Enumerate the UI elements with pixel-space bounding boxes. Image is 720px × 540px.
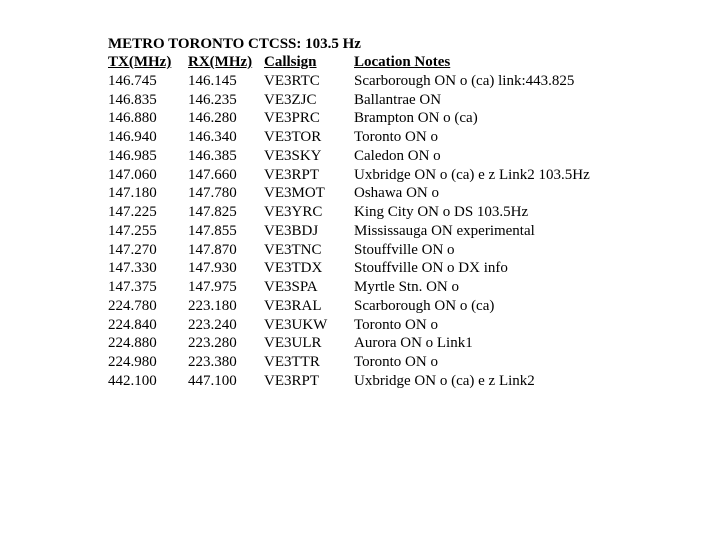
table-row: 147.375147.975VE3SPAMyrtle Stn. ON o	[108, 278, 720, 297]
cell-tx: 147.180	[108, 184, 188, 203]
cell-callsign: VE3RPT	[264, 372, 354, 391]
repeater-table-document: METRO TORONTO CTCSS: 103.5 Hz TX(MHz) RX…	[0, 0, 720, 391]
cell-location: Stouffville ON o	[354, 241, 720, 260]
header-rx: RX(MHz)	[188, 53, 264, 72]
cell-location: Toronto ON o	[354, 128, 720, 147]
cell-rx: 223.380	[188, 353, 264, 372]
cell-tx: 147.330	[108, 259, 188, 278]
table-row: 146.985146.385VE3SKYCaledon ON o	[108, 147, 720, 166]
cell-callsign: VE3SKY	[264, 147, 354, 166]
cell-callsign: VE3ZJC	[264, 91, 354, 110]
table-row: 442.100447.100VE3RPTUxbridge ON o (ca) e…	[108, 372, 720, 391]
cell-callsign: VE3TTR	[264, 353, 354, 372]
header-tx: TX(MHz)	[108, 53, 188, 72]
cell-rx: 147.780	[188, 184, 264, 203]
table-row: 147.270147.870VE3TNCStouffville ON o	[108, 241, 720, 260]
cell-location: Toronto ON o	[354, 316, 720, 335]
table-row: 224.880223.280VE3ULRAurora ON o Link1	[108, 334, 720, 353]
cell-rx: 146.340	[188, 128, 264, 147]
cell-location: Stouffville ON o DX info	[354, 259, 720, 278]
table-row: 146.745146.145VE3RTCScarborough ON o (ca…	[108, 72, 720, 91]
cell-callsign: VE3SPA	[264, 278, 354, 297]
cell-tx: 146.880	[108, 109, 188, 128]
cell-rx: 447.100	[188, 372, 264, 391]
cell-tx: 146.985	[108, 147, 188, 166]
table-row: 147.180147.780VE3MOTOshawa ON o	[108, 184, 720, 203]
table-row: 147.225147.825VE3YRCKing City ON o DS 10…	[108, 203, 720, 222]
cell-tx: 147.225	[108, 203, 188, 222]
cell-tx: 146.835	[108, 91, 188, 110]
cell-tx: 146.745	[108, 72, 188, 91]
cell-location: Uxbridge ON o (ca) e z Link2 103.5Hz	[354, 166, 720, 185]
cell-rx: 147.855	[188, 222, 264, 241]
table-row: 224.980223.380VE3TTRToronto ON o	[108, 353, 720, 372]
cell-callsign: VE3BDJ	[264, 222, 354, 241]
cell-rx: 147.930	[188, 259, 264, 278]
cell-callsign: VE3ULR	[264, 334, 354, 353]
cell-rx: 147.870	[188, 241, 264, 260]
cell-location: Ballantrae ON	[354, 91, 720, 110]
table-row: 147.060147.660VE3RPTUxbridge ON o (ca) e…	[108, 166, 720, 185]
table-row: 224.780223.180VE3RALScarborough ON o (ca…	[108, 297, 720, 316]
page-title: METRO TORONTO CTCSS: 103.5 Hz	[108, 36, 720, 53]
cell-tx: 442.100	[108, 372, 188, 391]
cell-location: Brampton ON o (ca)	[354, 109, 720, 128]
cell-rx: 223.240	[188, 316, 264, 335]
cell-rx: 146.385	[188, 147, 264, 166]
cell-tx: 224.840	[108, 316, 188, 335]
cell-callsign: VE3UKW	[264, 316, 354, 335]
table-row: 224.840223.240VE3UKWToronto ON o	[108, 316, 720, 335]
header-row: TX(MHz) RX(MHz) Callsign Location Notes	[108, 53, 720, 72]
header-location: Location Notes	[354, 53, 720, 72]
cell-callsign: VE3TOR	[264, 128, 354, 147]
table-body: 146.745146.145VE3RTCScarborough ON o (ca…	[108, 72, 720, 391]
cell-callsign: VE3RTC	[264, 72, 354, 91]
cell-location: Myrtle Stn. ON o	[354, 278, 720, 297]
cell-rx: 223.180	[188, 297, 264, 316]
table-row: 146.835146.235VE3ZJCBallantrae ON	[108, 91, 720, 110]
cell-tx: 147.375	[108, 278, 188, 297]
cell-location: Scarborough ON o (ca) link:443.825	[354, 72, 720, 91]
cell-rx: 147.825	[188, 203, 264, 222]
cell-callsign: VE3MOT	[264, 184, 354, 203]
cell-tx: 147.060	[108, 166, 188, 185]
cell-rx: 146.235	[188, 91, 264, 110]
cell-rx: 147.660	[188, 166, 264, 185]
cell-rx: 146.280	[188, 109, 264, 128]
cell-callsign: VE3YRC	[264, 203, 354, 222]
cell-location: Toronto ON o	[354, 353, 720, 372]
table-row: 147.330147.930VE3TDXStouffville ON o DX …	[108, 259, 720, 278]
table-row: 146.880146.280VE3PRCBrampton ON o (ca)	[108, 109, 720, 128]
cell-rx: 223.280	[188, 334, 264, 353]
cell-tx: 224.980	[108, 353, 188, 372]
cell-location: Mississauga ON experimental	[354, 222, 720, 241]
cell-tx: 147.270	[108, 241, 188, 260]
cell-callsign: VE3PRC	[264, 109, 354, 128]
cell-tx: 224.880	[108, 334, 188, 353]
cell-location: Scarborough ON o (ca)	[354, 297, 720, 316]
table-row: 146.940146.340VE3TORToronto ON o	[108, 128, 720, 147]
cell-location: Aurora ON o Link1	[354, 334, 720, 353]
cell-callsign: VE3RAL	[264, 297, 354, 316]
cell-location: Uxbridge ON o (ca) e z Link2	[354, 372, 720, 391]
cell-location: Caledon ON o	[354, 147, 720, 166]
cell-tx: 224.780	[108, 297, 188, 316]
cell-callsign: VE3RPT	[264, 166, 354, 185]
cell-callsign: VE3TNC	[264, 241, 354, 260]
cell-tx: 146.940	[108, 128, 188, 147]
cell-tx: 147.255	[108, 222, 188, 241]
cell-rx: 146.145	[188, 72, 264, 91]
cell-callsign: VE3TDX	[264, 259, 354, 278]
cell-location: Oshawa ON o	[354, 184, 720, 203]
cell-location: King City ON o DS 103.5Hz	[354, 203, 720, 222]
table-row: 147.255147.855VE3BDJMississauga ON exper…	[108, 222, 720, 241]
cell-rx: 147.975	[188, 278, 264, 297]
header-callsign: Callsign	[264, 53, 354, 72]
